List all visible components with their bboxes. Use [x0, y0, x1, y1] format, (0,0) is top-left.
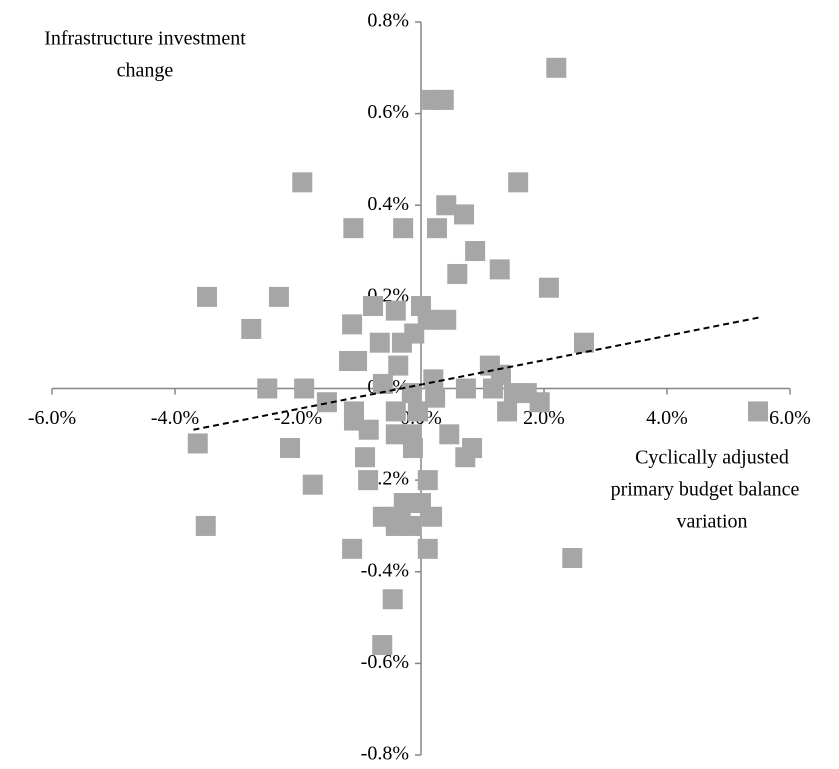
- point: [372, 635, 393, 656]
- point: [489, 259, 510, 280]
- point: [407, 401, 428, 422]
- x-axis-title: primary budget balance: [611, 479, 800, 501]
- point: [425, 387, 446, 408]
- point: [503, 383, 524, 404]
- x-axis-title: Cyclically adjusted: [635, 447, 789, 469]
- point: [257, 378, 278, 399]
- point: [195, 515, 216, 536]
- point: [187, 433, 208, 454]
- point: [393, 218, 414, 239]
- point: [363, 296, 384, 317]
- point: [196, 286, 217, 307]
- point: [455, 378, 476, 399]
- point: [482, 378, 503, 399]
- x-tick-label: -2.0%: [274, 407, 322, 429]
- point: [347, 351, 368, 372]
- point: [343, 218, 364, 239]
- point: [433, 89, 454, 110]
- point: [573, 332, 594, 353]
- point: [417, 470, 438, 491]
- y-tick-label: 0.6%: [367, 101, 409, 123]
- point: [508, 172, 529, 193]
- point: [302, 474, 323, 495]
- x-tick-label: 6.0%: [769, 407, 811, 429]
- point: [342, 538, 363, 559]
- point: [316, 392, 337, 413]
- point: [268, 286, 289, 307]
- point: [369, 332, 390, 353]
- y-axis-title: Infrastructure investment: [44, 28, 246, 50]
- point: [497, 401, 518, 422]
- y-tick-label: -0.8%: [361, 743, 409, 764]
- y-tick-label: 0.8%: [367, 10, 409, 32]
- point: [436, 195, 457, 216]
- point: [280, 438, 301, 459]
- y-axis-title: change: [117, 60, 174, 82]
- point: [401, 383, 422, 404]
- point: [417, 538, 438, 559]
- point: [454, 204, 475, 225]
- x-tick-label: 2.0%: [523, 407, 565, 429]
- trendline: [193, 316, 760, 431]
- point: [385, 300, 406, 321]
- point: [422, 506, 443, 527]
- y-tick-label: 0.4%: [367, 193, 409, 215]
- point: [385, 515, 406, 536]
- point: [241, 318, 262, 339]
- point: [447, 263, 468, 284]
- point: [403, 438, 424, 459]
- point: [748, 401, 769, 422]
- point: [439, 424, 460, 445]
- point: [529, 392, 550, 413]
- y-tick-label: -0.6%: [361, 651, 409, 673]
- point: [546, 57, 567, 78]
- point: [372, 373, 393, 394]
- y-tick-label: -0.4%: [361, 559, 409, 581]
- point: [292, 172, 313, 193]
- x-axis-title: variation: [676, 511, 747, 533]
- point: [426, 218, 447, 239]
- point: [562, 548, 583, 569]
- point: [294, 378, 315, 399]
- point: [465, 241, 486, 262]
- point: [423, 369, 444, 390]
- x-tick-label: -6.0%: [28, 407, 76, 429]
- point: [382, 589, 403, 610]
- point: [358, 470, 379, 491]
- point: [436, 309, 457, 330]
- point: [385, 424, 406, 445]
- point: [358, 419, 379, 440]
- point: [401, 515, 422, 536]
- x-tick-label: 4.0%: [646, 407, 688, 429]
- point: [538, 277, 559, 298]
- point: [391, 332, 412, 353]
- point: [385, 401, 406, 422]
- x-tick-label: -4.0%: [151, 407, 199, 429]
- point: [455, 447, 476, 468]
- point: [388, 355, 409, 376]
- point: [355, 447, 376, 468]
- point: [342, 314, 363, 335]
